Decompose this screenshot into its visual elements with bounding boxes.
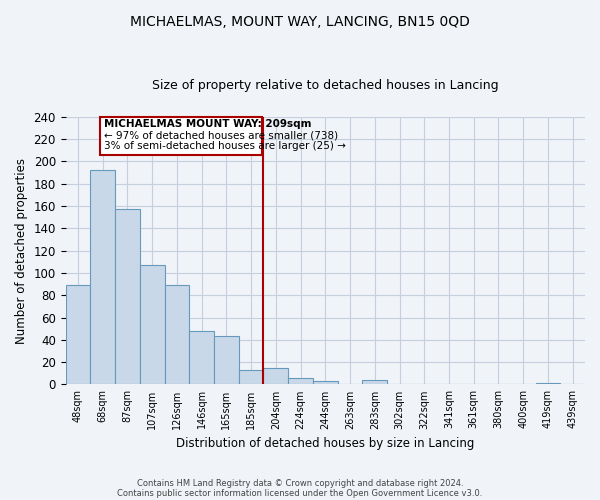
Text: Contains HM Land Registry data © Crown copyright and database right 2024.: Contains HM Land Registry data © Crown c…: [137, 478, 463, 488]
Bar: [140, 265, 164, 384]
Text: Contains public sector information licensed under the Open Government Licence v3: Contains public sector information licen…: [118, 488, 482, 498]
X-axis label: Distribution of detached houses by size in Lancing: Distribution of detached houses by size …: [176, 437, 475, 450]
Text: MICHAELMAS MOUNT WAY: 209sqm: MICHAELMAS MOUNT WAY: 209sqm: [104, 119, 311, 129]
Bar: [65, 285, 91, 384]
Bar: [164, 285, 190, 384]
Text: MICHAELMAS, MOUNT WAY, LANCING, BN15 0QD: MICHAELMAS, MOUNT WAY, LANCING, BN15 0QD: [130, 15, 470, 29]
Bar: [91, 170, 115, 384]
Bar: [362, 380, 387, 384]
FancyBboxPatch shape: [100, 117, 262, 154]
Bar: [190, 331, 214, 384]
Bar: [313, 381, 338, 384]
Bar: [115, 210, 140, 384]
Bar: [239, 370, 263, 384]
Bar: [214, 336, 239, 384]
Text: 3% of semi-detached houses are larger (25) →: 3% of semi-detached houses are larger (2…: [104, 142, 346, 152]
Title: Size of property relative to detached houses in Lancing: Size of property relative to detached ho…: [152, 79, 499, 92]
Bar: [288, 378, 313, 384]
Y-axis label: Number of detached properties: Number of detached properties: [15, 158, 28, 344]
Bar: [263, 368, 288, 384]
Text: ← 97% of detached houses are smaller (738): ← 97% of detached houses are smaller (73…: [104, 130, 338, 140]
